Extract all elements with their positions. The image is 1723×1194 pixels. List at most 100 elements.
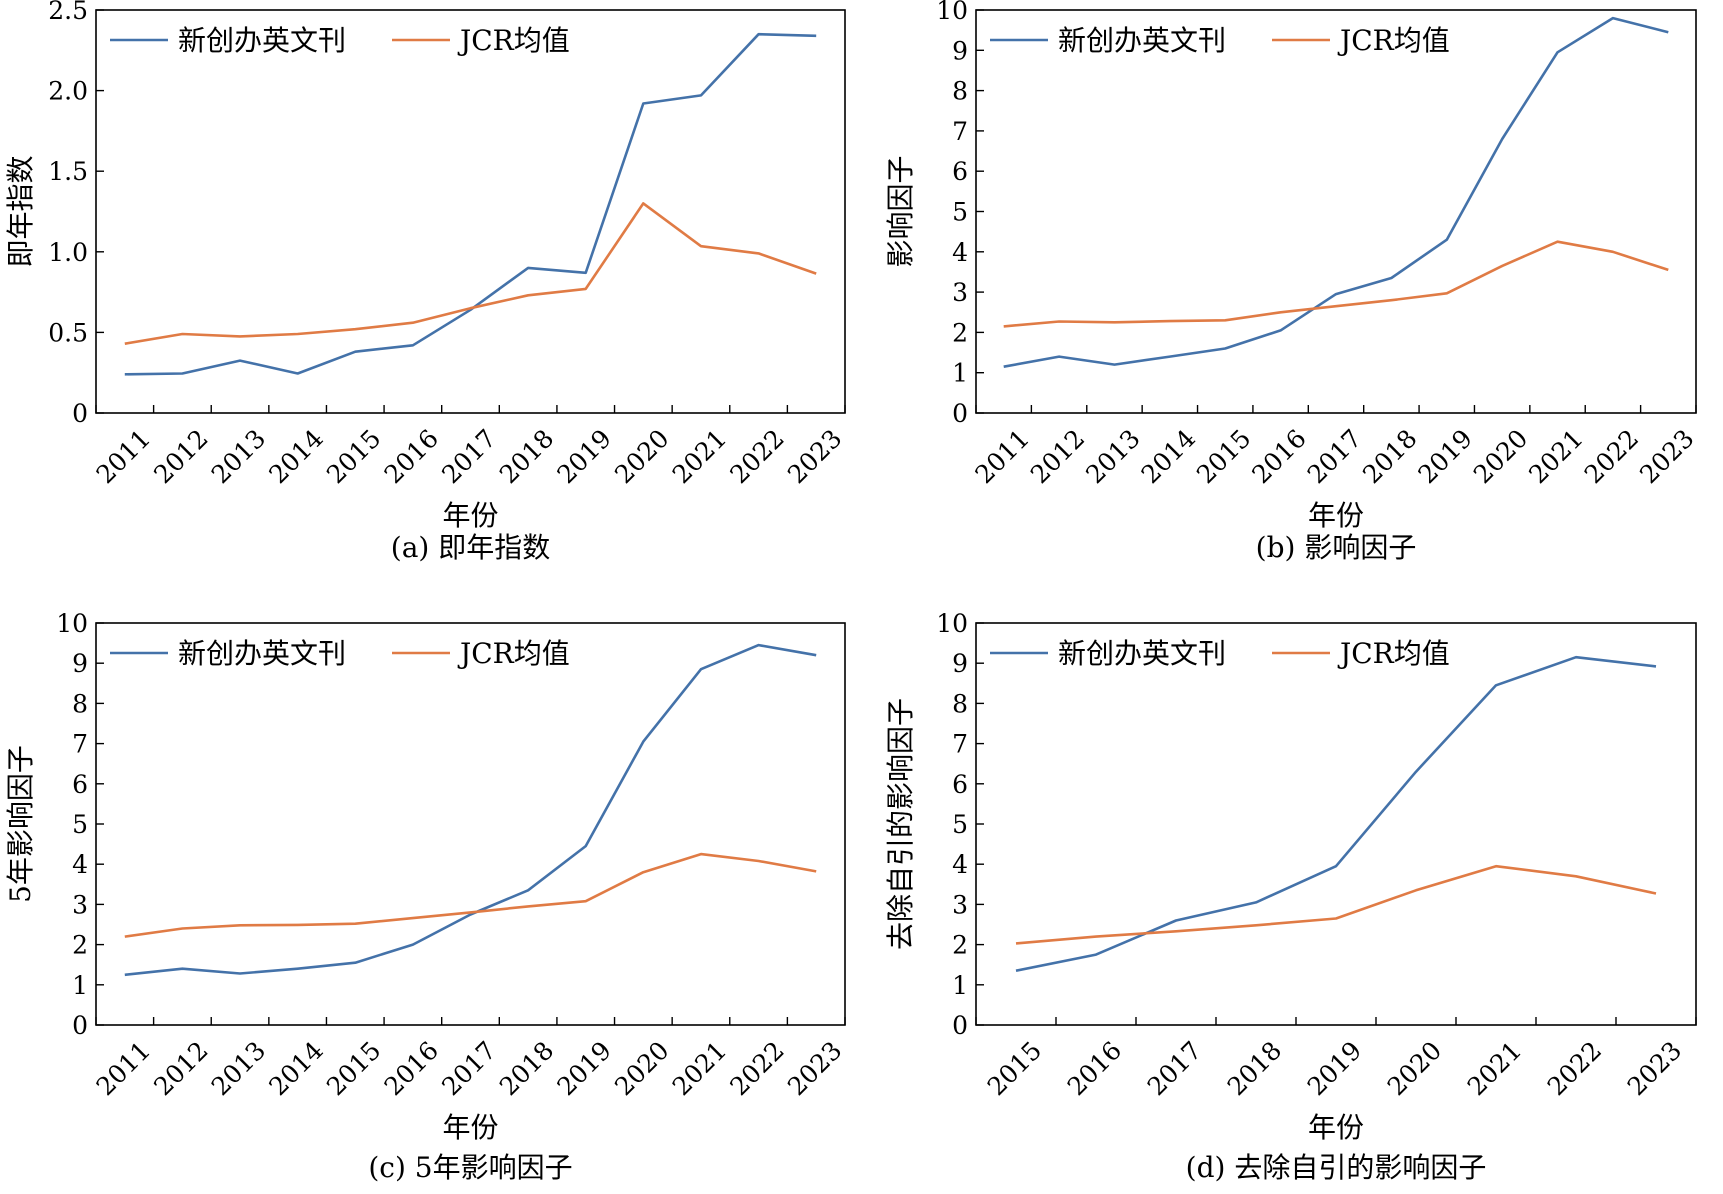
panel-caption: (c) 5年影响因子 (368, 1151, 572, 1184)
x-tick-label: 2021 (1523, 424, 1588, 489)
y-tick-label: 4 (952, 850, 968, 879)
plot-frame (975, 9, 1697, 414)
series-line-new-journals (1003, 16, 1669, 368)
y-tick-label: 2 (952, 318, 968, 347)
y-tick-label: 6 (952, 770, 968, 799)
x-tick-label: 2013 (206, 424, 271, 489)
y-tick-label: 0.5 (48, 318, 88, 347)
x-tick-label: 2018 (494, 424, 559, 489)
x-tick-label: 2015 (982, 1036, 1047, 1101)
x-axis-label: 年份 (1308, 499, 1364, 532)
y-tick-label: 9 (952, 36, 968, 65)
legend-label: 新创办英文刊 (1058, 24, 1226, 57)
x-tick-label: 2012 (1025, 424, 1090, 489)
x-tick-label: 2016 (1246, 424, 1311, 489)
y-tick-label: 7 (952, 730, 968, 759)
plot-frame (95, 622, 846, 1026)
y-tick-label: 1 (952, 971, 968, 1000)
x-tick-label: 2019 (551, 1036, 616, 1101)
y-axis-label: 影响因子 (884, 155, 917, 267)
x-tick-label: 2011 (91, 1036, 156, 1101)
y-tick-label: 10 (56, 609, 88, 638)
x-tick-label: 2016 (379, 1036, 444, 1101)
legend: 新创办英文刊 JCR均值 (110, 24, 570, 57)
x-tick-label: 2012 (148, 1036, 213, 1101)
x-tick-label: 2019 (1302, 1036, 1367, 1101)
x-tick-label: 2014 (263, 424, 328, 489)
series-line-jcr-mean (1015, 864, 1657, 945)
y-axis-label: 去除自引的影响因子 (884, 698, 917, 950)
chart-panel-2: 0 1 2 3 4 5 6 7 8 9 10 2011201220132014201520162017… (884, 0, 1700, 564)
x-tick-label: 2014 (1136, 424, 1201, 489)
y-tick-label: 0 (952, 399, 968, 428)
y-tick-label: 0 (952, 1011, 968, 1040)
x-tick-label: 2019 (1413, 424, 1478, 489)
y-tick-label: 2 (72, 931, 88, 960)
y-tick-label: 6 (72, 770, 88, 799)
x-tick-label: 2018 (494, 1036, 559, 1101)
x-tick-label: 2013 (206, 1036, 271, 1101)
legend-label: JCR均值 (457, 24, 570, 57)
y-tick-label: 7 (72, 730, 88, 759)
x-tick-label: 2015 (1191, 424, 1256, 489)
x-axis-label: 年份 (1308, 1111, 1364, 1144)
chart-panel-3: 0 1 2 3 4 5 6 7 8 9 10 2011201220132014201520162017… (4, 609, 847, 1184)
plot-frame (975, 622, 1697, 1026)
series-line-new-journals (124, 32, 817, 376)
x-tick-label: 2023 (782, 1036, 847, 1101)
x-tick-label: 2013 (1080, 424, 1145, 489)
y-tick-label: 5 (952, 198, 968, 227)
panel-caption: (a) 即年指数 (391, 531, 550, 564)
panel-caption: (d) 去除自引的影响因子 (1186, 1151, 1487, 1184)
y-tick-label: 0 (72, 399, 88, 428)
x-tick-label: 2014 (263, 1036, 328, 1101)
x-tick-label: 2012 (148, 424, 213, 489)
y-tick-label: 8 (952, 77, 968, 106)
y-tick-label: 7 (952, 117, 968, 146)
x-tick-label: 2022 (1579, 424, 1644, 489)
x-tick-label: 2023 (1622, 1036, 1687, 1101)
x-tick-label: 2017 (1142, 1036, 1207, 1101)
x-tick-label: 2019 (551, 424, 616, 489)
y-tick-label: 2 (952, 931, 968, 960)
legend-label: JCR均值 (457, 637, 570, 670)
y-tick-label: 1 (952, 359, 968, 388)
x-tick-label: 2015 (321, 1036, 386, 1101)
series-line-jcr-mean (124, 852, 817, 938)
legend: 新创办英文刊 JCR均值 (990, 24, 1450, 57)
y-tick-label: 2.5 (48, 0, 88, 25)
x-tick-label: 2020 (1382, 1036, 1447, 1101)
y-tick-label: 6 (952, 157, 968, 186)
x-tick-label: 2021 (1462, 1036, 1527, 1101)
y-tick-label: 9 (952, 649, 968, 678)
legend: 新创办英文刊 JCR均值 (990, 637, 1450, 670)
x-tick-label: 2016 (379, 424, 444, 489)
legend: 新创办英文刊 JCR均值 (110, 637, 570, 670)
series-line-new-journals (124, 643, 817, 977)
x-tick-label: 2020 (609, 424, 674, 489)
x-tick-label: 2018 (1222, 1036, 1287, 1101)
x-tick-label: 2022 (724, 424, 789, 489)
x-tick-label: 2021 (667, 424, 732, 489)
y-tick-label: 10 (936, 0, 968, 25)
y-axis-label: 5年影响因子 (4, 745, 37, 903)
y-tick-label: 8 (72, 689, 88, 718)
legend-label: JCR均值 (1337, 637, 1450, 670)
x-axis-label: 年份 (442, 1111, 498, 1144)
x-tick-label: 2020 (609, 1036, 674, 1101)
series-line-jcr-mean (124, 202, 817, 345)
x-tick-label: 2011 (969, 424, 1034, 489)
y-tick-label: 3 (72, 890, 88, 919)
x-tick-label: 2023 (1634, 424, 1699, 489)
x-tick-label: 2020 (1468, 424, 1533, 489)
x-tick-label: 2022 (724, 1036, 789, 1101)
x-tick-label: 2015 (321, 424, 386, 489)
plot-frame (95, 9, 846, 414)
y-tick-label: 1 (72, 971, 88, 1000)
y-tick-label: 9 (72, 649, 88, 678)
series-line-jcr-mean (1003, 240, 1669, 328)
y-tick-label: 3 (952, 278, 968, 307)
series-line-new-journals (1015, 655, 1657, 972)
y-tick-label: 4 (72, 850, 88, 879)
